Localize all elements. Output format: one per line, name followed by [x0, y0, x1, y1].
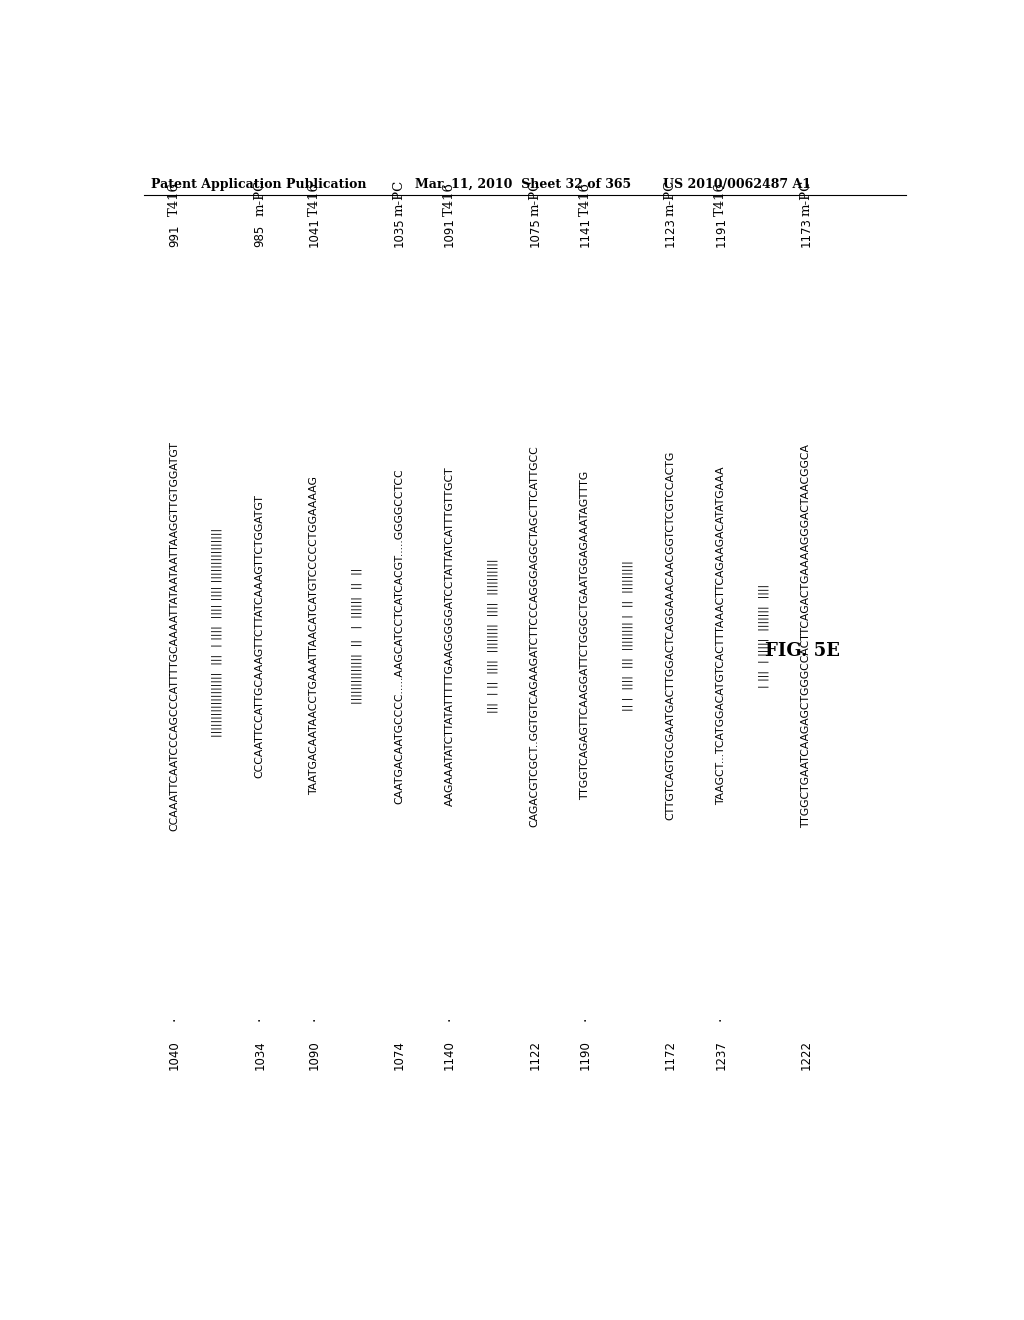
Text: ·: ·	[579, 1016, 592, 1020]
Text: ·: ·	[307, 1016, 321, 1020]
Text: ·: ·	[442, 1016, 457, 1020]
Text: 991: 991	[168, 224, 181, 247]
Text: 1035: 1035	[393, 218, 406, 247]
Text: CCCAATTCCATTGCAAAGTTCTTATCAAAGTTCTGGATGT: CCCAATTCCATTGCAAAGTTCTTATCAAAGTTCTGGATGT	[255, 494, 265, 777]
Text: ||||||||||||||  ||   |  ||||||  ||  ||: |||||||||||||| || | |||||| || ||	[351, 568, 361, 704]
Text: |||  | ||  ||||  ||||||||  ||||  ||||||||||: ||| | || |||| |||||||| |||| ||||||||||	[487, 558, 498, 713]
Text: 1075: 1075	[528, 218, 542, 247]
Text: AAGAAATATCTTATATTTTTGAAGGGGGATCCTATTATCATTTGTTGCT: AAGAAATATCTTATATTTTTGAAGGGGGATCCTATTATCA…	[444, 466, 455, 805]
Text: 1090: 1090	[307, 1040, 321, 1069]
Text: 1141: 1141	[579, 216, 592, 247]
Text: 1040: 1040	[168, 1040, 181, 1069]
Text: 985: 985	[253, 224, 266, 247]
Text: CTTGTCAGTGCGAATGACTTGGACTCAGGAAACAACGGTCTCGTCCACTG: CTTGTCAGTGCGAATGACTTGGACTCAGGAAACAACGGTC…	[666, 451, 676, 821]
Text: 1091: 1091	[443, 216, 456, 247]
Text: || |  ||||  |||  |||||||| |  ||  |||||||||: || | |||| ||| |||||||| | || |||||||||	[623, 561, 633, 711]
Text: TAATGACAATAACCTGAAATTAACATCATGTCCCCCTGGAAAAG: TAATGACAATAACCTGAAATTAACATCATGTCCCCCTGGA…	[309, 477, 319, 795]
Text: US 2010/0062487 A1: US 2010/0062487 A1	[663, 178, 811, 190]
Text: FIG. 5E: FIG. 5E	[765, 643, 840, 660]
Text: 1140: 1140	[443, 1040, 456, 1071]
Text: T416: T416	[579, 182, 592, 216]
Text: T416: T416	[168, 182, 181, 216]
Text: T416: T416	[443, 182, 456, 216]
Text: 1237: 1237	[715, 1040, 727, 1071]
Text: 1074: 1074	[393, 1040, 406, 1071]
Text: 1172: 1172	[664, 1040, 677, 1071]
Text: TTGGTCAGAGTTCAAGGATTCTGGGCTGAATGGAGAAATAGTTTG: TTGGTCAGAGTTCAAGGATTCTGGGCTGAATGGAGAAATA…	[581, 471, 590, 800]
Text: CAATGACAATGCCCC.....AAGCATCCTCATCACGT.....GGGGCCTCC: CAATGACAATGCCCC.....AAGCATCCTCATCACGT...…	[394, 469, 404, 804]
Text: 1222: 1222	[800, 1040, 813, 1071]
Text: m-PC: m-PC	[664, 180, 677, 216]
Text: m-PC: m-PC	[800, 180, 813, 216]
Text: ·: ·	[168, 1016, 181, 1020]
Text: TTGGCTGAATCAAGAGCTGGGCCACTTCAGACTGAAAAGGGACTAACGGCA: TTGGCTGAATCAAGAGCTGGGCCACTTCAGACTGAAAAGG…	[801, 444, 811, 828]
Text: m-PC: m-PC	[528, 180, 542, 216]
Text: m-PC: m-PC	[393, 180, 406, 216]
Text: Patent Application Publication: Patent Application Publication	[152, 178, 367, 190]
Text: 1122: 1122	[528, 1040, 542, 1071]
Text: m-PC: m-PC	[253, 180, 266, 216]
Text: ·: ·	[714, 1016, 728, 1020]
Text: | |||  | |||||  |||||||  ||||: | ||| | ||||| ||||||| ||||	[758, 583, 769, 688]
Text: 1191: 1191	[715, 216, 727, 247]
Text: Mar. 11, 2010  Sheet 32 of 365: Mar. 11, 2010 Sheet 32 of 365	[415, 178, 631, 190]
Text: CAGACGTCGCT..GGTGTCAGAAGATCTTCCCAGGGAGGCTAGCTTCATTGCC: CAGACGTCGCT..GGTGTCAGAAGATCTTCCCAGGGAGGC…	[529, 445, 540, 826]
Text: ·: ·	[253, 1016, 266, 1020]
Text: T416: T416	[715, 182, 727, 216]
Text: 1190: 1190	[579, 1040, 592, 1071]
Text: ||||||||||||||||||  |||  | ||||  |||| |||| |||||||||||||||: |||||||||||||||||| ||| | |||| |||| |||| …	[212, 528, 222, 744]
Text: CCAAATTCAATCCCAGCCCATTTTGCAAAATTATAATAATTAAGGTTGTGGATGT: CCAAATTCAATCCCAGCCCATTTTGCAAAATTATAATAAT…	[170, 441, 179, 830]
Text: 1173: 1173	[800, 216, 813, 247]
Text: 1034: 1034	[253, 1040, 266, 1069]
Text: TAAGCT...TCATGGACATGTCACTTTAAACTTCAGAAGACATATGAAA: TAAGCT...TCATGGACATGTCACTTTAAACTTCAGAAGA…	[716, 466, 726, 805]
Text: 1123: 1123	[664, 216, 677, 247]
Text: T416: T416	[307, 182, 321, 216]
Text: 1041: 1041	[307, 216, 321, 247]
